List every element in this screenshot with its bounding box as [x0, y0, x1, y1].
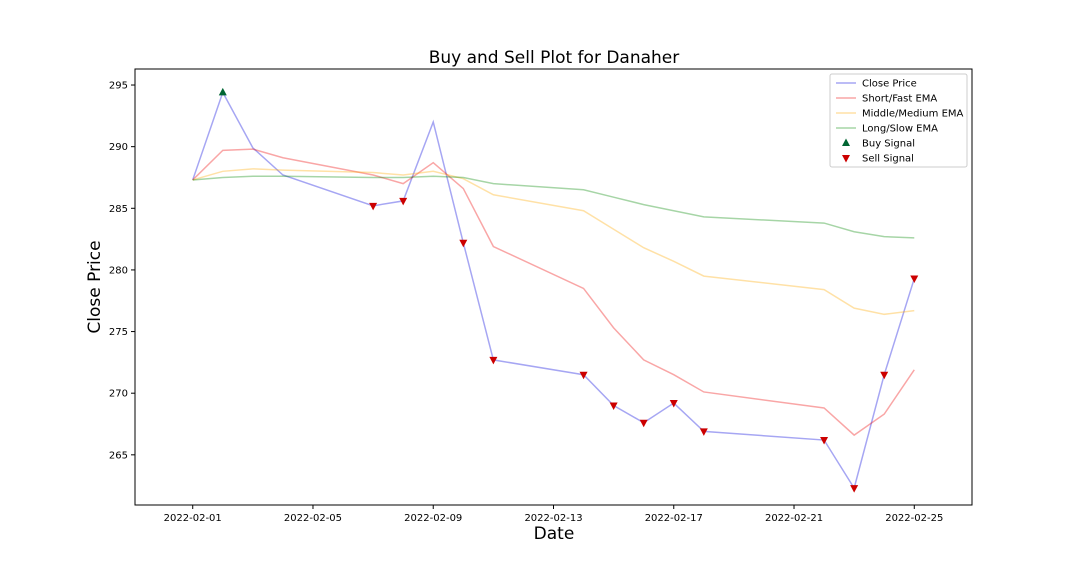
- legend-label: Short/Fast EMA: [862, 94, 937, 105]
- buy-signal-marker: [218, 87, 227, 96]
- x-axis-label: Date: [534, 524, 575, 544]
- x-tick-label: 2022-02-21: [765, 513, 823, 524]
- y-tick-label: 295: [109, 81, 128, 92]
- x-tick-label: 2022-02-13: [524, 513, 582, 524]
- series-lines: [192, 90, 915, 490]
- legend-label: Close Price: [862, 79, 917, 90]
- sell-signal-marker: [820, 437, 829, 445]
- legend-sell-marker: [842, 155, 850, 163]
- y-tick-label: 270: [109, 389, 128, 400]
- series-line-middle-medium-ema: [192, 168, 915, 316]
- sell-signal-marker: [579, 371, 588, 380]
- sell-signal-marker: [910, 275, 919, 284]
- legend-buy-marker: [842, 138, 850, 146]
- sell-signal-marker: [609, 402, 618, 411]
- y-tick-label: 280: [109, 265, 128, 276]
- legend-label: Long/Slow EMA: [862, 124, 938, 135]
- sell-signal-marker: [399, 197, 408, 206]
- y-axis-label: Close Price: [85, 240, 105, 333]
- series-line-short-fast-ema: [192, 148, 915, 437]
- x-tick-label: 2022-02-17: [645, 513, 703, 524]
- sell-signal-marker: [639, 419, 648, 428]
- sell-signal-marker: [880, 371, 889, 380]
- x-tick-label: 2022-02-01: [164, 513, 222, 524]
- y-tick-label: 275: [109, 327, 128, 338]
- series-line-close-price: [192, 90, 915, 490]
- y-tick-label: 285: [109, 204, 128, 215]
- legend: Close Price Short/Fast EMA Middle/Medium E…: [829, 73, 968, 168]
- sell-signal-marker: [699, 428, 708, 436]
- sell-signal-marker: [489, 356, 498, 365]
- axis-ticks: 2022-02-01 2022-02-05 2022-02-09 2022-02-13…: [109, 81, 943, 524]
- sell-signal-marker: [850, 485, 859, 493]
- chart-title: Buy and Sell Plot for Danaher: [429, 48, 680, 68]
- x-tick-label: 2022-02-05: [284, 513, 342, 524]
- series-line-long-slow-ema: [192, 175, 915, 239]
- x-tick-label: 2022-02-25: [885, 513, 943, 524]
- legend-label: Buy Signal: [862, 139, 915, 150]
- legend-label: Sell Signal: [862, 154, 914, 165]
- sell-signal-marker: [459, 239, 468, 248]
- legend-label: Middle/Medium EMA: [862, 109, 964, 120]
- signal-markers: [218, 87, 919, 493]
- sell-signal-marker: [669, 400, 678, 408]
- y-tick-label: 265: [109, 450, 128, 461]
- legend-box: [829, 73, 968, 168]
- x-tick-label: 2022-02-09: [404, 513, 462, 524]
- sell-signal-marker: [369, 202, 378, 211]
- y-tick-label: 290: [109, 142, 128, 153]
